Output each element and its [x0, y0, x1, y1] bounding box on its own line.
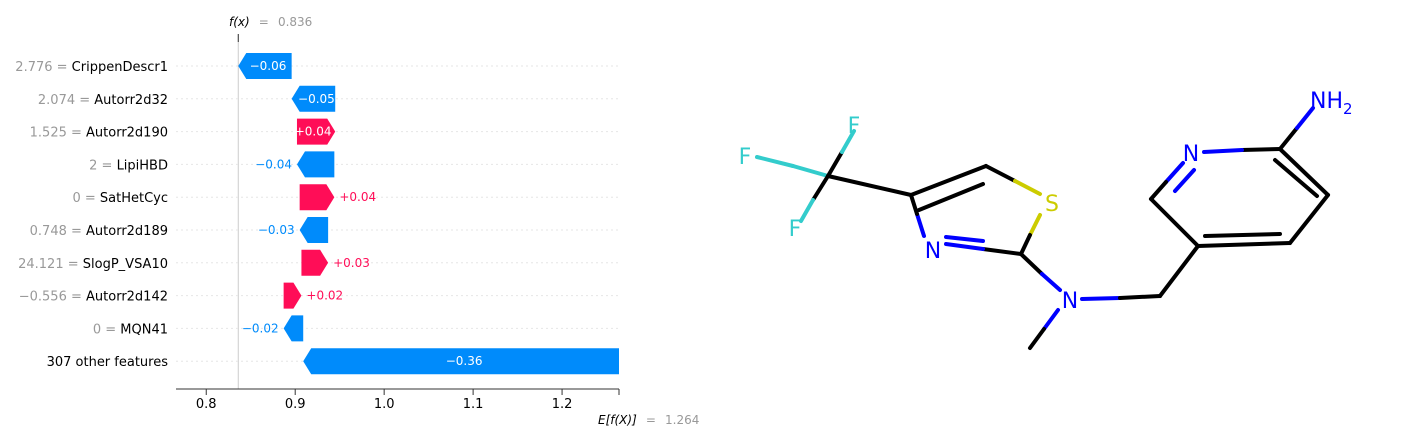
feature-label: 0 = MQN41: [93, 322, 168, 337]
feature-label: −0.556 = Autorr2d142: [19, 290, 168, 305]
molecule-structure: F F F S N N N NH2: [739, 89, 1353, 350]
atom-n-thiazole: N: [925, 239, 941, 264]
negative-bar: [299, 217, 329, 243]
shap-waterfall-chart: f(x) = 0.836 2.776 = CrippenDescr1 −0.06 2…: [15, 11, 699, 428]
negative-bar: [238, 53, 292, 79]
atom-f-top: F: [848, 114, 861, 139]
bar-value-label: −0.06: [250, 59, 287, 73]
atom-n-amine: N: [1062, 289, 1078, 314]
feature-label: 307 other features: [47, 355, 169, 370]
positive-bar: [299, 184, 335, 211]
feature-label: 2.074 = Autorr2d32: [38, 93, 168, 108]
negative-bar: [303, 348, 619, 375]
feature-label: 1.525 = Autorr2d190: [30, 126, 168, 141]
bar-value-label: −0.36: [446, 354, 483, 368]
positive-bar: [296, 118, 336, 145]
bar-value-label: +0.03: [333, 256, 370, 270]
fx-header: f(x) = 0.836: [229, 11, 312, 30]
feature-label: 2 = LipiHBD: [89, 158, 168, 173]
negative-bar: [283, 315, 304, 342]
atom-f-bottom: F: [789, 217, 802, 242]
x-tick-label: 1.1: [463, 397, 484, 412]
positive-bar: [283, 282, 302, 309]
negative-bar: [296, 151, 335, 178]
negative-bar: [291, 85, 336, 112]
atom-f-left: F: [739, 145, 752, 170]
x-tick-label: 1.0: [374, 397, 395, 412]
bar-value-label: +0.02: [306, 289, 343, 303]
atom-n-pyridine: N: [1183, 142, 1199, 167]
bar-value-label: +0.04: [295, 125, 332, 139]
bar-value-label: −0.02: [242, 321, 279, 335]
bar-value-label: +0.04: [339, 190, 376, 204]
atom-nh2: NH2: [1310, 89, 1353, 118]
feature-label: 2.776 = CrippenDescr1: [15, 60, 168, 75]
positive-bar: [301, 249, 329, 276]
x-tick-label: 1.2: [552, 397, 573, 412]
feature-label: 0.748 = Autorr2d189: [30, 224, 168, 239]
bar-value-label: −0.05: [298, 92, 335, 106]
x-tick-label: 0.8: [196, 397, 217, 412]
atom-s: S: [1045, 192, 1059, 217]
efx-footer: E[f(X)] = 1.264: [598, 409, 699, 428]
feature-label: 24.121 = SlogP_VSA10: [18, 257, 168, 272]
bar-value-label: −0.03: [258, 223, 295, 237]
bar-value-label: −0.04: [255, 157, 292, 171]
x-tick-label: 0.9: [285, 397, 306, 412]
feature-label: 0 = SatHetCyc: [72, 191, 168, 206]
